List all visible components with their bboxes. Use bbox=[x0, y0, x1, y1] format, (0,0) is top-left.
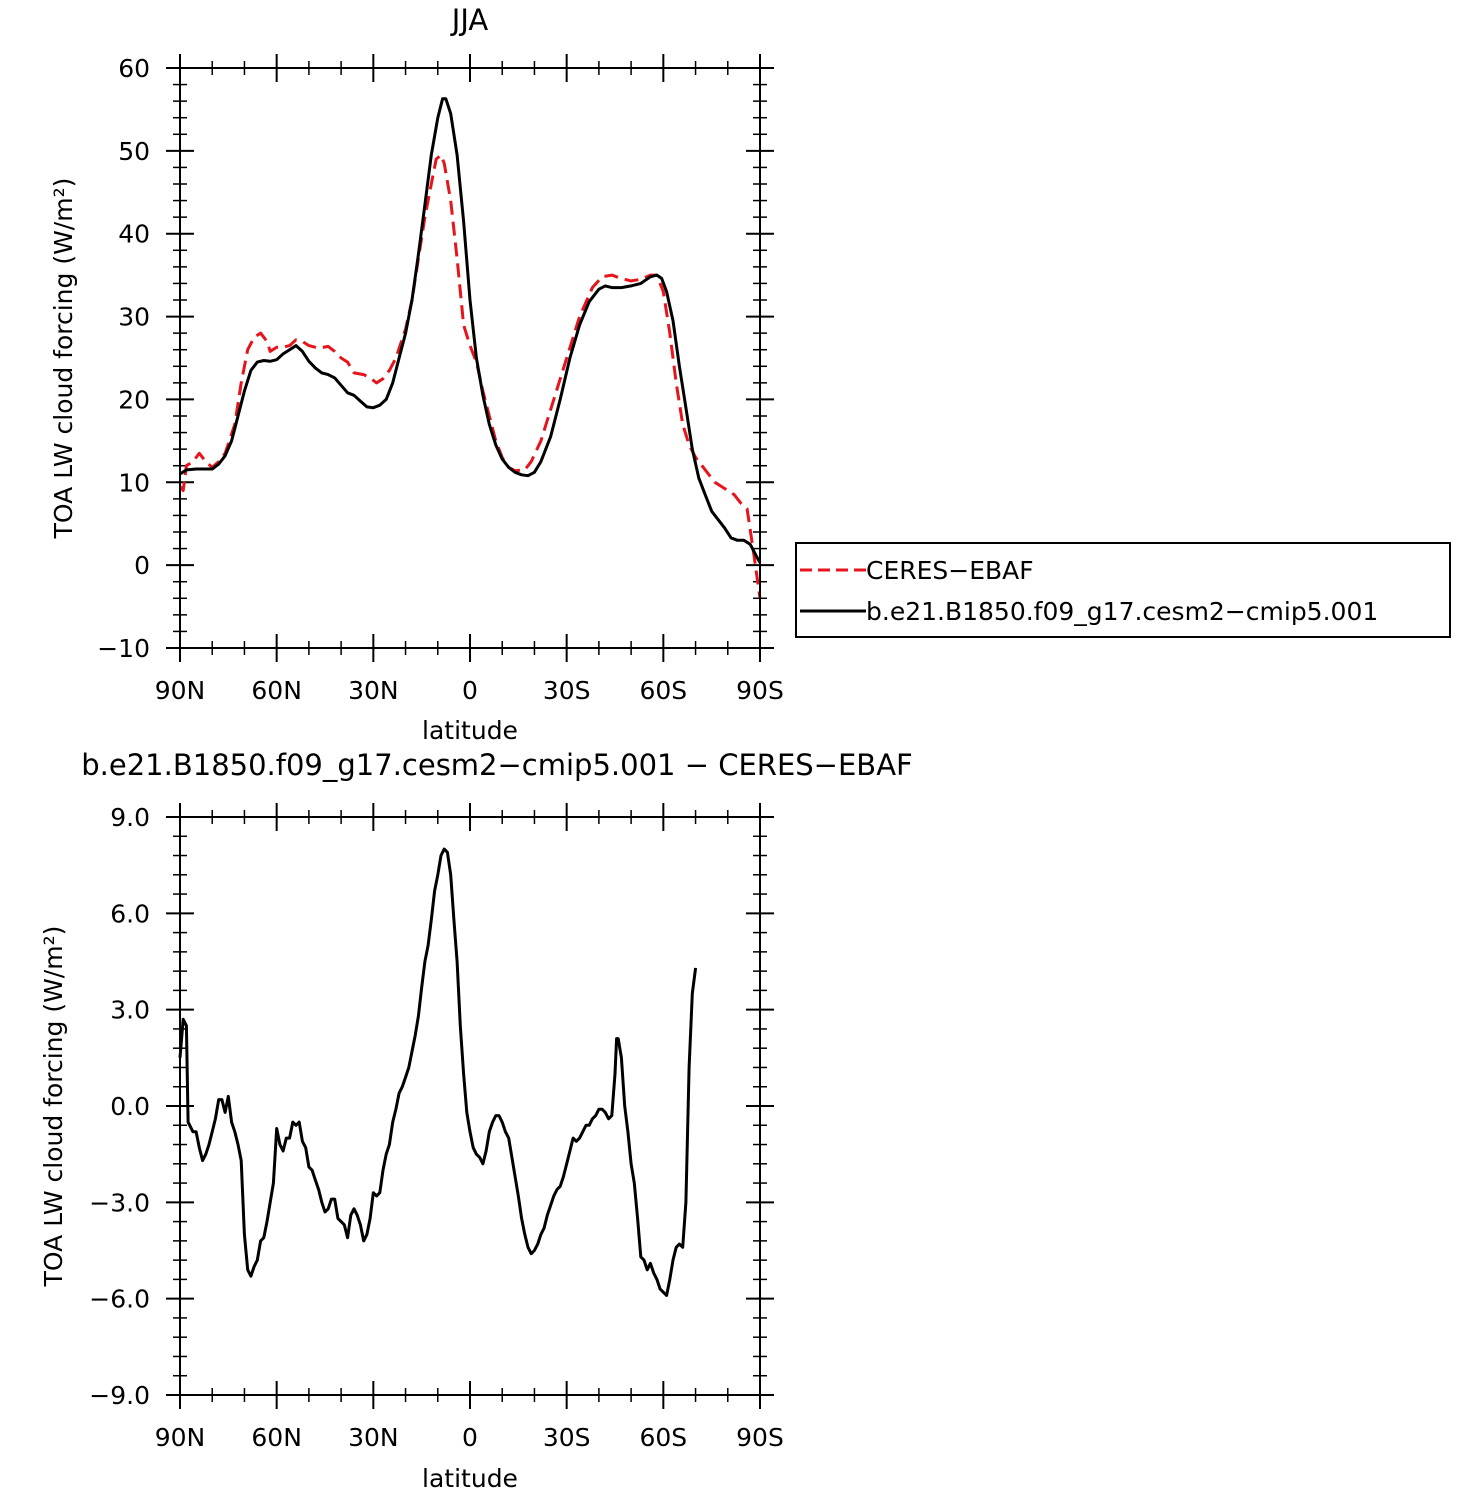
legend-label-ceres: CERES−EBAF bbox=[866, 556, 1034, 585]
x-tick-label: 90N bbox=[155, 676, 206, 705]
bottom-y-axis-label: TOA LW cloud forcing (W/m²) bbox=[39, 926, 68, 1288]
legend-label-model: b.e21.B1850.f09_g17.cesm2−cmip5.001 bbox=[866, 597, 1378, 626]
x-tick-label: 30N bbox=[348, 1423, 399, 1452]
series-line-1 bbox=[179, 97, 762, 564]
bottom-panel: b.e21.B1850.f09_g17.cesm2−cmip5.001 − CE… bbox=[39, 748, 913, 1493]
legend-box bbox=[795, 542, 1451, 638]
top-plot-frame bbox=[179, 67, 761, 649]
series-line-0 bbox=[178, 153, 762, 599]
bottom-x-axis-label: latitude bbox=[422, 1464, 518, 1493]
y-tick-label: −3.0 bbox=[89, 1188, 150, 1217]
x-tick-label: 90S bbox=[736, 1423, 784, 1452]
y-tick-label: 0.0 bbox=[110, 1092, 150, 1121]
y-tick-label: −6.0 bbox=[89, 1285, 150, 1314]
x-tick-label: 30N bbox=[348, 676, 399, 705]
y-tick-label: 9.0 bbox=[110, 803, 150, 832]
x-tick-label: 30S bbox=[543, 676, 591, 705]
y-tick-label: −10 bbox=[97, 634, 150, 663]
bottom-series-lines bbox=[178, 847, 698, 1297]
bottom-x-tick-labels: 90N 60N 30N 0 30S 60S 90S bbox=[155, 1423, 784, 1452]
y-tick-label: 20 bbox=[118, 385, 150, 414]
x-tick-label: 60N bbox=[251, 1423, 302, 1452]
y-tick-label: −9.0 bbox=[89, 1381, 150, 1410]
top-panel: JJA 90N 60N 30N 0 30S 60S 90S −10 0 10 20 30 40 50 60… bbox=[49, 3, 1451, 745]
bottom-axis-ticks bbox=[166, 803, 774, 1409]
y-tick-label: 6.0 bbox=[110, 899, 150, 928]
y-tick-label: 0 bbox=[134, 551, 150, 580]
x-tick-label: 90N bbox=[155, 1423, 206, 1452]
x-tick-label: 60S bbox=[639, 1423, 687, 1452]
top-plot-title: JJA bbox=[450, 3, 489, 37]
top-series-lines bbox=[178, 97, 762, 599]
y-tick-label: 3.0 bbox=[110, 996, 150, 1025]
x-tick-label: 0 bbox=[462, 1423, 478, 1452]
x-tick-label: 90S bbox=[736, 676, 784, 705]
top-x-tick-labels: 90N 60N 30N 0 30S 60S 90S bbox=[155, 676, 784, 705]
bottom-plot-frame bbox=[179, 816, 761, 1396]
y-tick-label: 10 bbox=[118, 468, 150, 497]
top-y-axis-label: TOA LW cloud forcing (W/m²) bbox=[49, 178, 78, 540]
bottom-y-tick-labels: −9.0 −6.0 −3.0 0.0 3.0 6.0 9.0 bbox=[89, 803, 150, 1410]
top-axis-ticks bbox=[166, 54, 774, 662]
legend: CERES−EBAF b.e21.B1850.f09_g17.cesm2−cmi… bbox=[795, 542, 1451, 638]
y-tick-label: 40 bbox=[118, 220, 150, 249]
x-tick-label: 0 bbox=[462, 676, 478, 705]
top-x-axis-label: latitude bbox=[422, 716, 518, 745]
x-tick-label: 60N bbox=[251, 676, 302, 705]
series-line-0 bbox=[178, 847, 698, 1297]
x-tick-label: 30S bbox=[543, 1423, 591, 1452]
top-y-tick-labels: −10 0 10 20 30 40 50 60 bbox=[97, 54, 150, 663]
y-tick-label: 50 bbox=[118, 137, 150, 166]
bottom-plot-title: b.e21.B1850.f09_g17.cesm2−cmip5.001 − CE… bbox=[81, 748, 912, 782]
y-tick-label: 30 bbox=[118, 303, 150, 332]
y-tick-label: 60 bbox=[118, 54, 150, 83]
x-tick-label: 60S bbox=[639, 676, 687, 705]
